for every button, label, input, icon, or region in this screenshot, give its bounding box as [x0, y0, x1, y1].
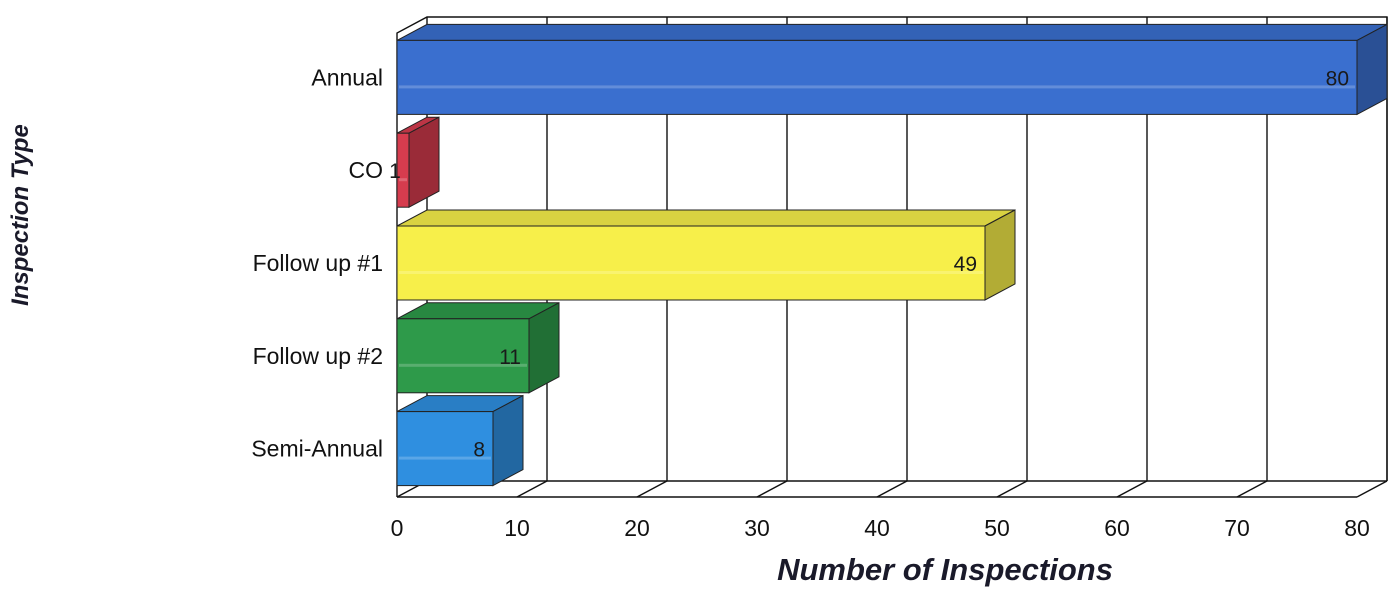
bar-top-face-0: [396, 23, 1388, 41]
bar-1: [396, 116, 440, 209]
y-tick-label-3: Follow up #2: [253, 343, 383, 369]
data-label-1: 1: [389, 160, 401, 183]
data-label-2: 49: [954, 253, 977, 276]
data-label-3: 11: [499, 346, 521, 369]
data-label-0: 80: [1326, 67, 1349, 90]
x-tick-label-3: 30: [744, 515, 770, 541]
y-tick-label-1: CO: [349, 157, 384, 183]
x-tick-label-1: 10: [504, 515, 530, 541]
bar-front-face-0: [396, 39, 1358, 115]
x-axis-title: Number of Inspections: [777, 552, 1113, 587]
data-label-4: 8: [473, 439, 485, 462]
x-tick-label-8: 80: [1344, 515, 1370, 541]
chart-bars: [396, 23, 1388, 487]
bar-front-face-4: [396, 411, 494, 487]
floor-gridline-2: [636, 480, 668, 498]
floor-gridline-5: [996, 480, 1028, 498]
floor-gridline-6: [1116, 480, 1148, 498]
chart-labels: 0 10 20 30 40 50 60 70 80 Annual 80 CO 1 Follow up #1…: [251, 64, 1369, 541]
bar-side-face-2: [984, 209, 1016, 301]
y-tick-label-2: Follow up #1: [253, 250, 383, 276]
x-tick-label-0: 0: [391, 515, 404, 541]
bar-sheen-4: [399, 456, 491, 460]
bar-sheen-1: [399, 178, 407, 182]
bar-0: [396, 23, 1388, 116]
floor-gridline-7: [1236, 480, 1268, 498]
bar-sheen-3: [399, 363, 527, 367]
floor-gridline-1: [516, 480, 548, 498]
y-axis-title: Inspection Type: [7, 124, 34, 306]
y-tick-label-4: Semi-Annual: [251, 436, 383, 462]
bar-side-face-1: [408, 116, 440, 209]
bar-sheen-0: [399, 85, 1355, 89]
bar-side-face-0: [1356, 23, 1388, 116]
bar-2: [396, 209, 1016, 301]
bar-4: [396, 394, 524, 487]
floor-gridline-4: [876, 480, 908, 498]
bar-side-face-4: [492, 394, 524, 487]
bar-side-face-3: [528, 301, 560, 394]
bar-front-face-3: [396, 318, 530, 394]
y-tick-label-0: Annual: [311, 64, 383, 90]
x-tick-label-5: 50: [984, 515, 1010, 541]
bar-front-face-1: [396, 132, 410, 208]
x-tick-label-4: 40: [864, 515, 890, 541]
bar-3: [396, 301, 560, 394]
x-tick-label-7: 70: [1224, 515, 1250, 541]
x-tick-label-6: 60: [1104, 515, 1130, 541]
x-tick-label-2: 20: [624, 515, 650, 541]
bar-front-face-2: [396, 225, 986, 301]
bar-top-face-2: [396, 209, 1016, 227]
bar-sheen-2: [399, 271, 983, 274]
floor-gridline-3: [756, 480, 788, 498]
floor-gridline-8: [1356, 480, 1388, 498]
